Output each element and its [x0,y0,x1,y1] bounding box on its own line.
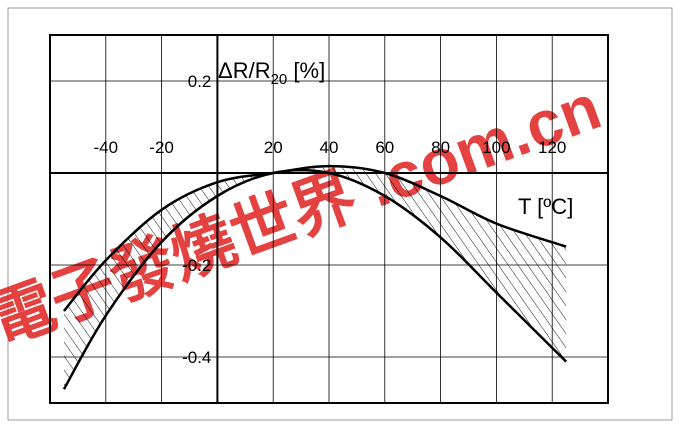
x-tick-label: -40 [94,138,119,157]
x-tick-label: 120 [538,138,566,157]
x-tick-label: 40 [320,138,339,157]
outer-border [7,7,673,421]
lower-limit-curve [62,168,568,390]
y-tick-labels: 0.2 -0.2 -0.4 [182,72,211,367]
x-tick-label: 100 [482,138,510,157]
y-tick-label: -0.2 [182,256,211,275]
hatched-band [63,166,567,390]
axes [50,35,608,403]
y-tick-label: -0.4 [182,348,211,367]
x-axis-label: T [ºC] [518,194,573,219]
x-tick-label: 60 [375,138,394,157]
grid [50,35,608,403]
x-tick-labels: -40 -20 20 40 60 80 100 120 [94,138,567,157]
hatched-region [63,166,567,390]
series-lines [62,164,568,390]
plot-frame [49,34,609,404]
y-tick-label: 0.2 [188,72,212,91]
x-tick-label: -20 [149,138,174,157]
y-axis-label: ΔR/R20 [%] [218,58,325,88]
x-tick-label: 20 [264,138,283,157]
x-tick-label: 80 [431,138,450,157]
